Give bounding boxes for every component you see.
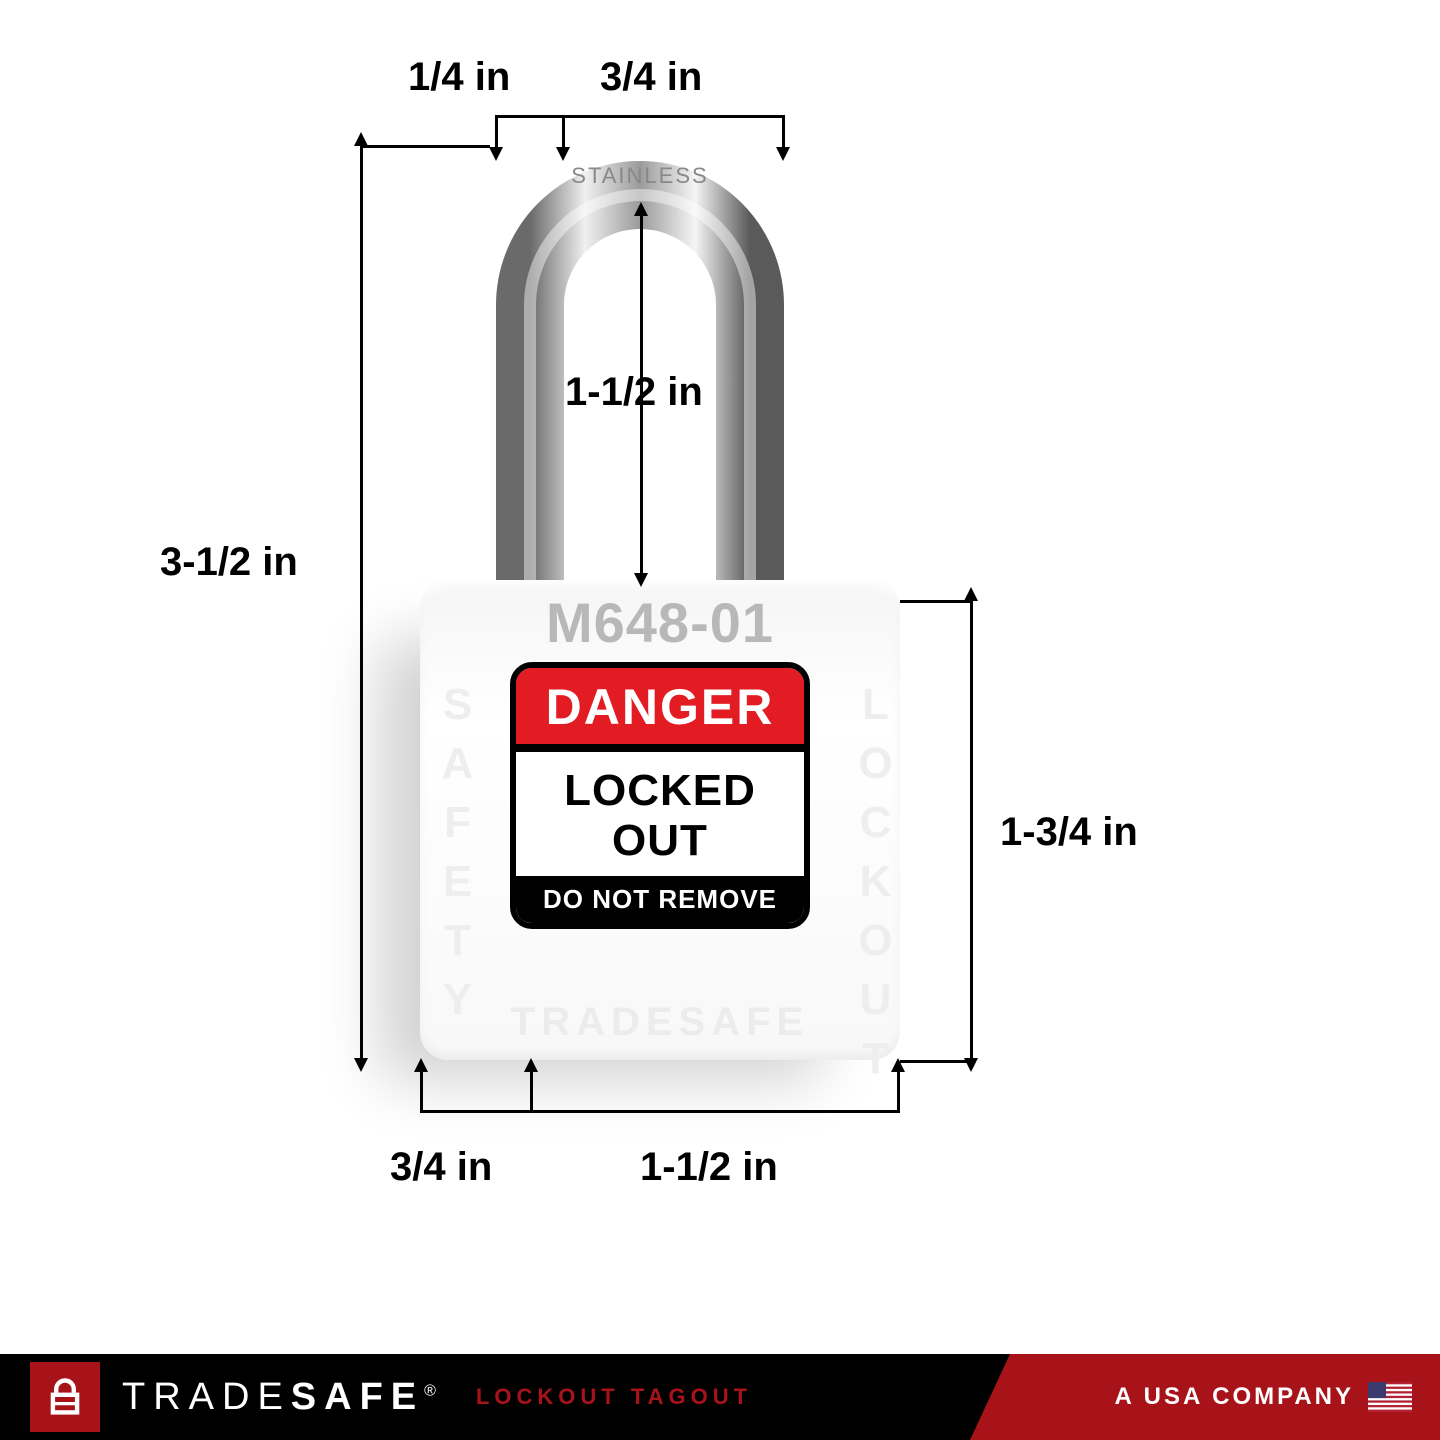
usa-text: A USA COMPANY [1115,1383,1354,1411]
dim-line [420,1070,423,1113]
danger-footer: DO NOT REMOVE [516,876,804,923]
emboss-brand: TRADESAFE [420,1000,900,1045]
brand-wordmark: TRADESAFE® [122,1376,444,1419]
dim-shackle-dia: 1/4 in [408,55,510,100]
dim-body-w: 1-1/2 in [640,1145,778,1190]
dim-line [970,600,973,1060]
arrow-head [489,147,503,161]
dim-line [530,1070,533,1113]
arrow-head [524,1058,538,1072]
tagline: LOCKOUT TAGOUT [476,1384,752,1410]
arrow-head [891,1058,905,1072]
dim-line [897,1070,900,1113]
arrow-head [354,1058,368,1072]
brand-thin: TRADE [122,1376,291,1418]
brand-footer: TRADESAFE® LOCKOUT TAGOUT A USA COMPANY [0,1354,1440,1440]
arrow-head [964,587,978,601]
arrow-head [634,202,648,216]
danger-label: DANGER LOCKED OUT DO NOT REMOVE [510,662,810,929]
dim-total-h: 3-1/2 in [160,540,298,585]
arrow-head [354,132,368,146]
lock-icon [30,1362,100,1432]
dim-line [900,600,973,603]
dim-shackle-clear-w: 3/4 in [600,55,702,100]
danger-line2: OUT [516,816,804,866]
danger-body: LOCKED OUT [516,752,804,876]
arrow-head [776,147,790,161]
dim-keyhole-offset: 3/4 in [390,1145,492,1190]
dim-shackle-clear-h: 1-1/2 in [565,370,703,415]
usa-flag-icon [1368,1382,1412,1412]
footer-right: A USA COMPANY [1010,1354,1440,1440]
arrow-head [414,1058,428,1072]
dim-body-h: 1-3/4 in [1000,810,1138,855]
dim-line [900,1060,973,1063]
dim-line [360,145,490,148]
dim-line [495,115,785,118]
danger-header: DANGER [516,668,804,752]
danger-line1: LOCKED [516,766,804,816]
registered-mark: ® [424,1382,444,1399]
product-diagram: STAINLESS M648-01 SAFETY LOCKOUT TRADESA… [0,0,1440,1440]
arrow-head [556,147,570,161]
arrow-head [634,573,648,587]
shackle-engraving-svgtext: STAINLESS [571,163,708,188]
model-number: M648-01 [420,590,900,655]
footer-left: TRADESAFE® LOCKOUT TAGOUT [0,1354,1010,1440]
dim-line [640,215,643,575]
brand-bold: SAFE [291,1376,424,1418]
dim-line [360,145,363,1060]
dim-line [420,1110,900,1113]
emboss-safety: SAFETY [432,680,482,1034]
